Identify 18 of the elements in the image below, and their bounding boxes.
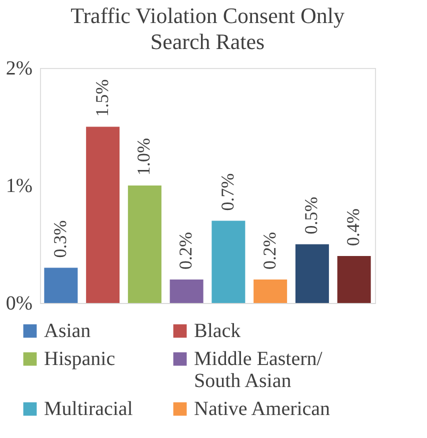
legend-label: Native American [194,398,330,420]
data-label: 1.0% [134,138,154,176]
data-label: 0.3% [50,220,70,258]
data-label: 0.5% [301,196,322,234]
data-label: 0.2% [176,232,196,270]
legend-label: Multiracial [44,398,134,420]
y-tick-label: 1% [6,175,32,197]
legend-label: Asian [44,320,91,342]
data-label: 1.5% [92,79,112,117]
legend-label: Black [194,320,241,342]
data-label: 0.7% [217,173,238,211]
legend-label: Middle Eastern/South Asian [194,348,323,392]
y-tick-label: 0% [6,292,32,314]
chart-title: Traffic Violation Consent Only Search Rates [70,3,344,54]
y-tick-label: 2% [6,58,32,80]
data-label: 0.2% [259,232,280,270]
data-label: 0.4% [343,208,364,246]
legend-label: Hispanic [44,348,116,370]
